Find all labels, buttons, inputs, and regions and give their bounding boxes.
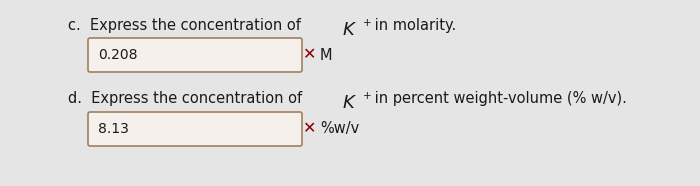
- FancyBboxPatch shape: [88, 38, 302, 72]
- Text: d.  Express the concentration of: d. Express the concentration of: [68, 91, 307, 106]
- Text: $\it{K}$: $\it{K}$: [342, 21, 357, 39]
- Text: $^+$: $^+$: [360, 91, 372, 106]
- FancyBboxPatch shape: [88, 112, 302, 146]
- Text: M: M: [320, 47, 332, 62]
- Text: $^+$: $^+$: [360, 18, 372, 33]
- Text: 0.208: 0.208: [98, 48, 137, 62]
- Text: in percent weight-volume (% w/v).: in percent weight-volume (% w/v).: [370, 91, 627, 106]
- Text: ✕: ✕: [303, 121, 316, 137]
- Text: $\it{K}$: $\it{K}$: [342, 94, 357, 112]
- Text: 8.13: 8.13: [98, 122, 129, 136]
- Text: ✕: ✕: [303, 47, 316, 62]
- Text: %w/v: %w/v: [320, 121, 359, 137]
- Text: c.  Express the concentration of: c. Express the concentration of: [68, 18, 305, 33]
- Text: in molarity.: in molarity.: [370, 18, 456, 33]
